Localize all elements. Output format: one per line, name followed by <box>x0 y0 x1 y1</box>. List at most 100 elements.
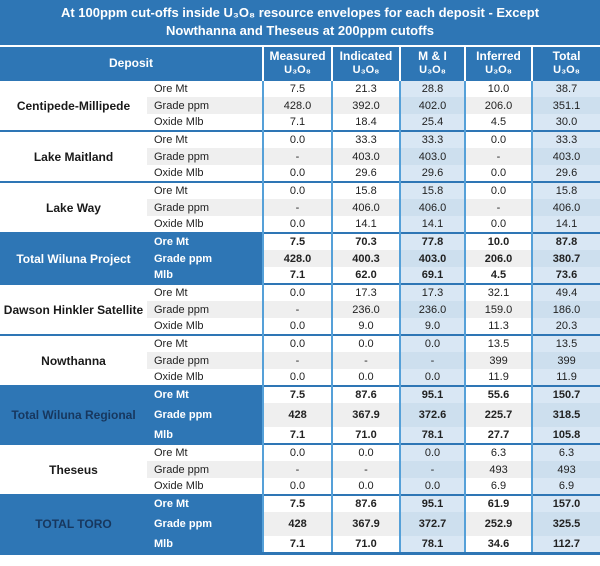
value-cell: 236.0 <box>399 301 466 319</box>
row-label: Oxide Mlb <box>154 116 204 129</box>
header-mi-label: M & I <box>418 49 447 64</box>
row-label: Ore Mt <box>147 334 264 353</box>
row-label: Ore Mt <box>147 130 264 149</box>
deposit-name: Lake Way <box>0 181 147 234</box>
value-cell: 406.0 <box>331 199 401 217</box>
value-cell: 6.9 <box>531 478 600 496</box>
row-label: Oxide Mlb <box>154 480 204 493</box>
value-cell: 252.9 <box>464 512 533 537</box>
deposit-name: Dawson Hinkler Satellite <box>0 283 147 336</box>
deposit-name: Lake Maitland <box>0 130 147 183</box>
value-cell: 403.0 <box>399 148 466 166</box>
value-cell: 493 <box>531 461 600 479</box>
row-label: Ore Mt <box>147 79 264 98</box>
table-row: Centipede-Millipede Ore Mt 7.5 21.3 28.8 10.0… <box>0 79 600 132</box>
row-label: Oxide Mlb <box>154 167 204 180</box>
header-total: Total U₃O₈ <box>531 47 600 81</box>
value-cell: 0.0 <box>262 334 333 353</box>
total-row: TOTAL TORO Ore Mt 7.5 87.6 95.1 61.9 157.0 <box>0 494 600 554</box>
value-cell: 112.7 <box>531 536 600 554</box>
deposit-name: Centipede-Millipede <box>0 79 147 132</box>
value-cell: 7.5 <box>262 385 333 404</box>
value-cell: 7.5 <box>262 79 333 98</box>
table-row: Grade ppm -403.0 403.0-403.0 <box>0 148 600 166</box>
value-cell: 55.6 <box>464 385 533 404</box>
value-cell: 186.0 <box>531 301 600 319</box>
row-label: Oxide Mlb <box>154 371 204 384</box>
total-row: Grade ppm 428.0 400.3 403.0 206.0 380.7 <box>0 250 600 268</box>
value-cell: 7.5 <box>262 232 333 251</box>
row-label: Grade ppm <box>147 352 264 370</box>
value-cell: 18.4 <box>331 114 401 132</box>
row-label: Mlb <box>147 427 264 445</box>
value-cell: 95.1 <box>399 385 466 404</box>
value-cell: 10.0 <box>464 232 533 251</box>
value-cell: 0.0 <box>464 216 533 234</box>
value-cell: 0.0 <box>399 443 466 462</box>
value-cell: 372.6 <box>399 403 466 428</box>
value-cell: 0.0 <box>262 478 333 496</box>
value-cell: 0.0 <box>262 165 333 183</box>
value-cell: 0.0 <box>331 369 401 387</box>
value-cell: 38.7 <box>531 79 600 98</box>
value-cell: 0.0 <box>262 443 333 462</box>
value-cell: 15.8 <box>331 181 401 200</box>
value-cell: - <box>262 352 333 370</box>
table-row: Nowthanna Ore Mt 0.0 0.0 0.0 13.5 13.5 <box>0 334 600 387</box>
value-cell: 29.6 <box>399 165 466 183</box>
deposit-name: Total Wiluna Regional <box>0 385 147 445</box>
table-row: Grade ppm -236.0 236.0 159.0 186.0 <box>0 301 600 319</box>
value-cell: - <box>262 148 333 166</box>
value-cell: 11.3 <box>464 318 533 336</box>
value-cell: 318.5 <box>531 403 600 428</box>
value-cell: 14.1 <box>331 216 401 234</box>
value-cell: 380.7 <box>531 250 600 268</box>
table-row: Oxide Mlb 0.0 0.0 0.0 6.9 6.9 <box>0 478 600 496</box>
total-row: Grade ppm 428 367.9 372.7 252.9 325.5 <box>0 512 600 537</box>
value-cell: 29.6 <box>531 165 600 183</box>
value-cell: 33.3 <box>331 130 401 149</box>
value-cell: 7.5 <box>262 494 333 513</box>
table-row: Oxide Mlb 0.0 14.1 14.1 0.0 14.1 <box>0 216 600 234</box>
value-cell: 33.3 <box>399 130 466 149</box>
header-total-label: Total <box>552 49 581 64</box>
value-cell: 17.3 <box>399 283 466 302</box>
table-row: Dawson Hinkler Satellite Ore Mt 0.0 17.3 17.… <box>0 283 600 336</box>
value-cell: 78.1 <box>399 536 466 554</box>
total-row: Grade ppm 428 367.9 372.6 225.7 318.5 <box>0 403 600 428</box>
header-inferred-sub: U₃O₈ <box>485 64 512 77</box>
value-cell: - <box>464 199 533 217</box>
row-label: Ore Mt <box>147 181 264 200</box>
value-cell: 0.0 <box>464 165 533 183</box>
row-label: Grade ppm <box>147 301 264 319</box>
row-label: Oxide Mlb <box>154 218 204 231</box>
header-indicated: Indicated U₃O₈ <box>331 47 401 81</box>
value-cell: 28.8 <box>399 79 466 98</box>
value-cell: 0.0 <box>399 334 466 353</box>
value-cell: 399 <box>464 352 533 370</box>
value-cell: 0.0 <box>399 478 466 496</box>
value-cell: 14.1 <box>531 216 600 234</box>
value-cell: 4.5 <box>464 114 533 132</box>
table-title: At 100ppm cut-offs inside U₃O₈ resource … <box>0 0 600 48</box>
value-cell: 7.1 <box>262 267 333 285</box>
value-cell: 33.3 <box>531 130 600 149</box>
value-cell: 0.0 <box>262 130 333 149</box>
value-cell: 150.7 <box>531 385 600 404</box>
value-cell: 61.9 <box>464 494 533 513</box>
value-cell: 6.3 <box>464 443 533 462</box>
value-cell: 0.0 <box>464 130 533 149</box>
table-row: Lake Way Ore Mt 0.0 15.8 15.8 0.0 15.8 <box>0 181 600 234</box>
value-cell: 403.0 <box>331 148 401 166</box>
value-cell: - <box>464 148 533 166</box>
header-indicated-sub: U₃O₈ <box>352 64 380 77</box>
deposit-name: Total Wiluna Project <box>0 232 147 285</box>
table-row: Oxide Mlb 0.0 9.0 9.0 11.3 20.3 <box>0 318 600 336</box>
value-cell: - <box>262 301 333 319</box>
value-cell: 13.5 <box>531 334 600 353</box>
row-label: Grade ppm <box>147 403 264 428</box>
row-label: Ore Mt <box>147 232 264 251</box>
header-indicated-label: Indicated <box>339 49 393 64</box>
value-cell: 403.0 <box>531 148 600 166</box>
